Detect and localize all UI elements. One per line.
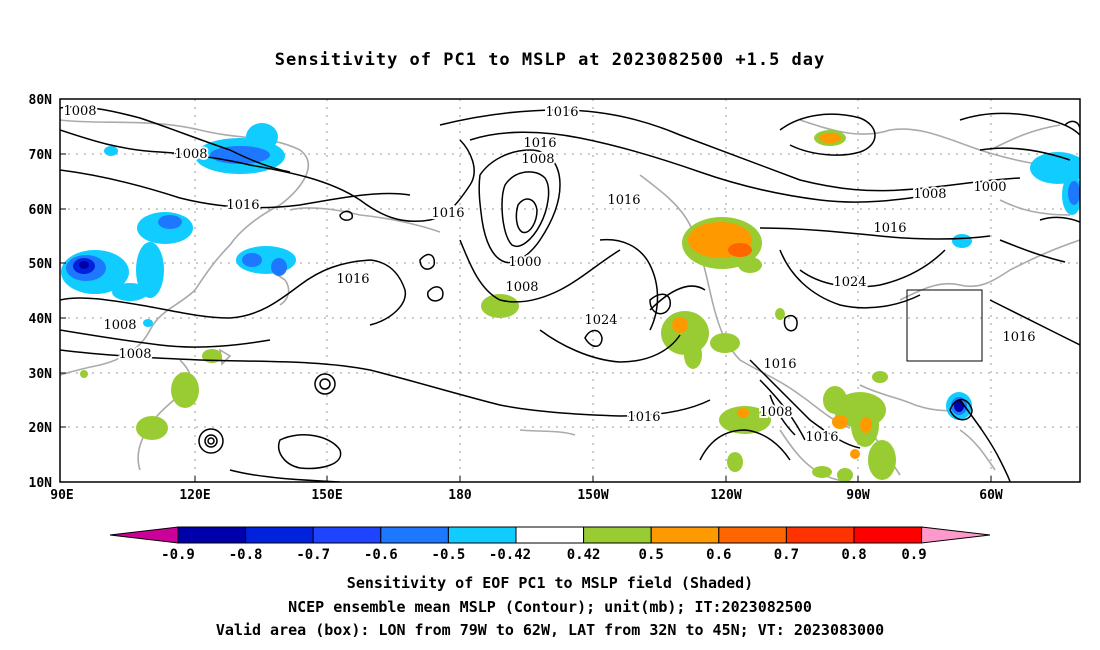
lat-label: 80N [29, 93, 53, 108]
caption-shading: Sensitivity of EOF PC1 to MSLP field (Sh… [346, 574, 754, 592]
colorbar-label: 0.8 [841, 547, 866, 563]
contour-label: 1016 [805, 430, 838, 445]
contour-label: 1008 [521, 152, 554, 167]
lon-label: 120E [179, 488, 210, 503]
plot-frame [59, 98, 1081, 483]
colorbar-segment [380, 526, 449, 544]
colorbar-segment [447, 526, 517, 544]
lon-label: 90E [50, 488, 73, 503]
colorbar-segment [245, 526, 314, 544]
contour-label: 1008 [759, 405, 792, 420]
colorbar-label: 0.42 [567, 547, 601, 563]
colorbar-label: 0.9 [901, 547, 926, 563]
colorbar-segment [583, 526, 652, 544]
contour-label: 1016 [431, 206, 464, 221]
contour-label: 1016 [607, 193, 640, 208]
lat-label: 40N [29, 312, 53, 327]
colorbar-segment [312, 526, 382, 544]
contour-label: 1008 [505, 280, 538, 295]
contour-label: 1008 [103, 318, 136, 333]
contour-label: 1024 [833, 275, 866, 290]
contour-labels: 1008 1016 1016 1008 1008 1016 1016 1016 … [61, 102, 1037, 447]
colorbar-high-triangle [921, 526, 991, 544]
colorbar-labels: -0.9 -0.8 -0.7 -0.6 -0.5 -0.42 0.42 0.5 … [161, 547, 927, 563]
contour-label: 1008 [118, 347, 151, 362]
sensitivity-shading [61, 123, 1080, 482]
contour-label: 1016 [545, 105, 578, 120]
contour-label: 1016 [627, 410, 660, 425]
contour-label: 1016 [1002, 330, 1035, 345]
colorbar-segment [718, 526, 787, 544]
contour-label: 1024 [584, 313, 617, 328]
caption-contour: NCEP ensemble mean MSLP (Contour); unit(… [288, 598, 812, 616]
lat-label: 50N [29, 257, 53, 272]
map-title: Sensitivity of PC1 to MSLP at 2023082500… [274, 50, 826, 70]
lat-label: 30N [29, 367, 53, 382]
colorbar-label: -0.42 [489, 547, 531, 563]
lon-label: 90W [846, 488, 870, 503]
contour-label: 1008 [174, 147, 207, 162]
colorbar-segment [177, 526, 247, 544]
contour-label: 1008 [913, 187, 946, 202]
contour-label: 1016 [523, 136, 556, 151]
colorbar-label: -0.6 [364, 547, 398, 563]
lon-label: 180 [448, 488, 472, 503]
colorbar-label: -0.5 [432, 547, 466, 563]
contour-label: 1016 [336, 272, 369, 287]
colorbar-label: 0.6 [706, 547, 731, 563]
colorbar-label: -0.7 [296, 547, 330, 563]
lat-label: 20N [29, 421, 53, 436]
colorbar-segment [650, 526, 720, 544]
contour-label: 1016 [226, 198, 259, 213]
lat-label: 10N [29, 476, 53, 491]
lon-label: 120W [710, 488, 741, 503]
axis-ticks [60, 153, 992, 482]
contour-label: 1000 [508, 255, 541, 270]
colorbar-label: -0.9 [161, 547, 195, 563]
lon-label: 60W [979, 488, 1003, 503]
lon-label: 150E [311, 488, 342, 503]
contour-label: 1008 [63, 104, 96, 119]
contour-label: 1016 [873, 221, 906, 236]
longitude-labels: 90E 120E 150E 180 150W 120W 90W 60W [50, 488, 1003, 503]
mslp-contours [60, 105, 1080, 482]
lat-label: 60N [29, 203, 53, 218]
caption-valid-area: Valid area (box): LON from 79W to 62W, L… [215, 621, 885, 639]
colorbar-low-triangle [109, 526, 179, 544]
contour-label: 1016 [763, 357, 796, 372]
valid-area-box [906, 289, 983, 362]
colorbar: -0.9 -0.8 -0.7 -0.6 -0.5 -0.42 0.42 0.5 … [109, 526, 991, 563]
latitude-labels: 80N 70N 60N 50N 40N 30N 20N 10N [29, 93, 53, 491]
colorbar-segment [515, 526, 585, 544]
lon-label: 150W [577, 488, 608, 503]
colorbar-label: -0.8 [229, 547, 263, 563]
lat-label: 70N [29, 148, 53, 163]
colorbar-segment [785, 526, 855, 544]
colorbar-label: 0.7 [774, 547, 799, 563]
colorbar-label: 0.5 [639, 547, 664, 563]
contour-label: 1000 [973, 180, 1006, 195]
colorbar-segment [853, 526, 923, 544]
